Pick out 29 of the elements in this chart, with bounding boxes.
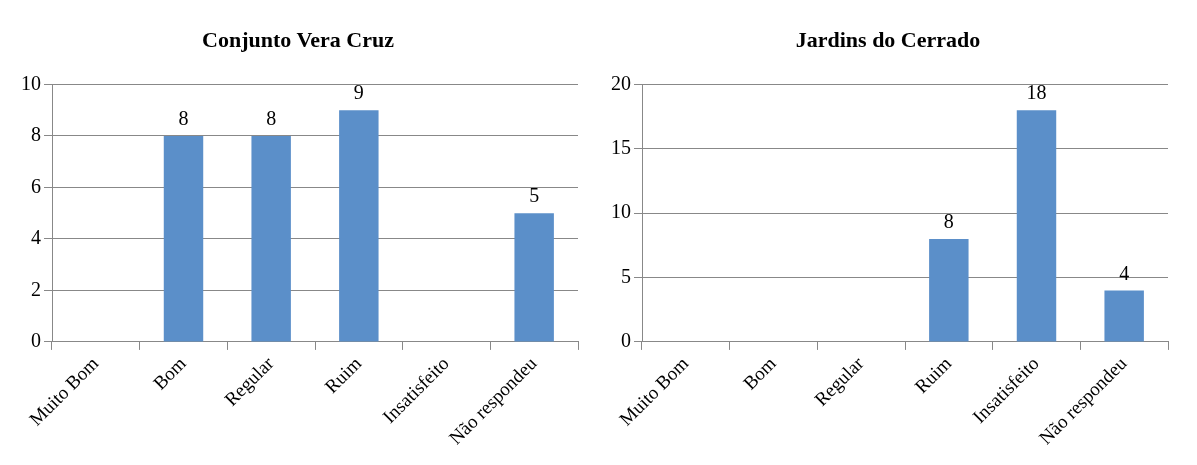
x-tick-label: Bom	[738, 352, 781, 394]
y-tick-label: 15	[611, 136, 631, 159]
y-tick-label: 10	[21, 71, 41, 94]
bar	[251, 135, 291, 342]
data-label: 8	[178, 107, 189, 130]
y-tick-label: 0	[621, 329, 631, 352]
y-tick-label: 20	[611, 71, 631, 94]
y-tick-label: 0	[31, 329, 41, 352]
chart-title: Jardins do Cerrado	[795, 26, 981, 52]
bar	[514, 213, 554, 342]
data-label: 8	[943, 210, 954, 233]
data-label: 8	[266, 107, 277, 130]
y-tick-label: 8	[31, 123, 41, 146]
data-label: 18	[1026, 81, 1047, 104]
y-tick-label: 2	[31, 277, 41, 300]
bar	[163, 135, 204, 342]
chart-title: Conjunto Vera Cruz	[202, 26, 395, 52]
bar	[339, 110, 379, 342]
bar	[1104, 290, 1144, 342]
bar	[929, 238, 969, 342]
y-tick-label: 10	[611, 200, 631, 223]
data-label: 5	[529, 184, 540, 207]
y-tick-label: 4	[31, 226, 41, 249]
data-label: 4	[1119, 261, 1130, 284]
y-tick-label: 5	[621, 264, 631, 287]
data-label: 9	[353, 81, 364, 104]
y-tick-label: 6	[31, 174, 41, 197]
bar	[1016, 110, 1057, 342]
x-tick-label: Bom	[148, 352, 191, 394]
